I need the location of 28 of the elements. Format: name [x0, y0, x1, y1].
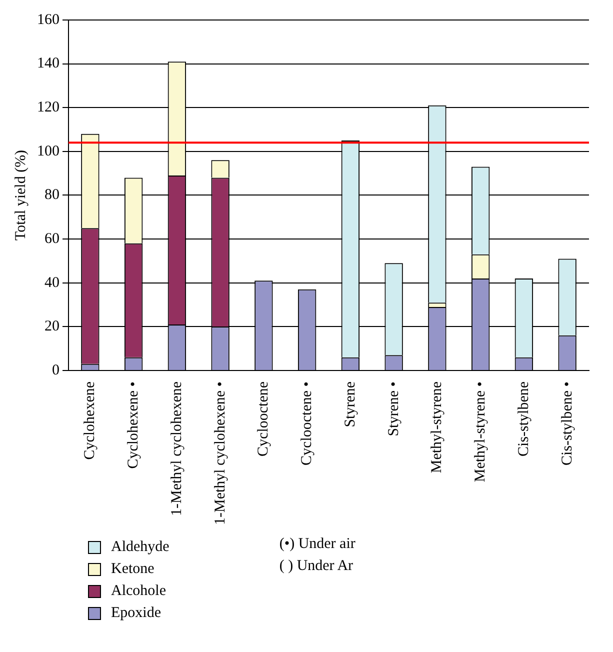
x-tick-label: Methyl-styrene •	[472, 381, 488, 482]
x-tick-label: 1-Methyl cyclohexene •	[212, 381, 228, 526]
legend-label: Ketone	[111, 560, 154, 578]
y-tick-label: 100	[37, 143, 60, 160]
x-tick-label: Cis-stylbene •	[559, 381, 576, 466]
y-tick-label: 80	[44, 187, 60, 204]
x-tick-label: Cyclohexene •	[126, 381, 142, 469]
y-tick-label: 60	[44, 230, 60, 247]
legend-label: Aldehyde	[111, 538, 170, 556]
x-tick-label: Methyl-styrene	[429, 381, 446, 474]
x-tick-label: Cyclooctene	[256, 381, 272, 456]
x-tick-label: Styrene •	[386, 381, 402, 436]
x-tick-label: Cyclooctene •	[299, 381, 315, 466]
x-tick-label: Cis-stylbene	[516, 381, 532, 456]
legend-label: Epoxide	[111, 604, 161, 622]
x-tick-label: Styrene	[342, 381, 358, 428]
x-tick-label: Cyclohexene	[82, 381, 98, 460]
legend-label: Alcohole	[111, 582, 166, 600]
text: ( ) Under Ar	[279, 558, 354, 576]
y-tick-label: 160	[37, 12, 60, 28]
y-tick-label: 40	[44, 274, 60, 291]
text: (•) Under air	[279, 536, 356, 554]
y-tick-label: 120	[37, 100, 60, 116]
y-tick-label: 0	[52, 362, 60, 378]
x-tick-label: 1-Methyl cyclohexene	[168, 381, 185, 516]
y-tick-label: 140	[37, 56, 60, 72]
y-tick-label: 20	[44, 318, 60, 335]
y-axis-title: Total yield (%)	[12, 150, 29, 241]
